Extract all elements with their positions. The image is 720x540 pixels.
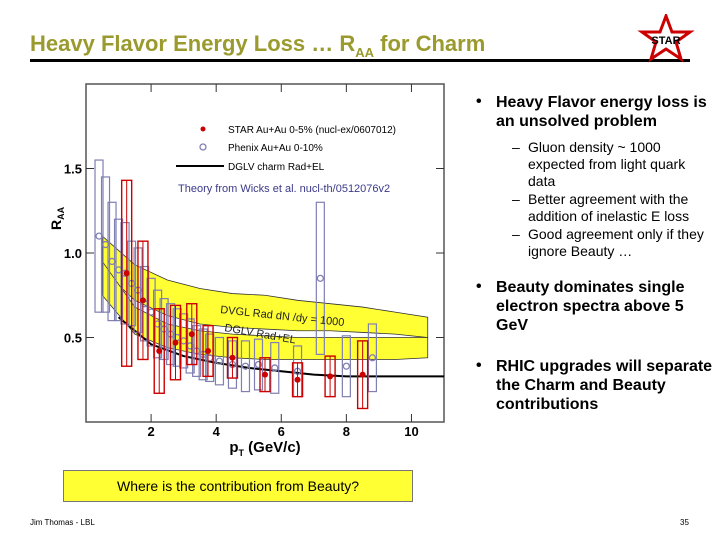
star-point [327,373,334,380]
x-tick-label: 2 [147,424,154,439]
bullet-dot: • [476,278,482,295]
theory-annotation: Theory from Wicks et al. nucl-th/0512076… [178,183,390,195]
phenix-error-box [341,335,351,398]
footer-author: Jim Thomas - LBL [30,518,95,527]
bullet-item: • Beauty dominates single electron spectr… [474,278,714,335]
page-number: 35 [680,518,689,527]
star-point [262,371,268,378]
phenix-error-box [179,313,189,369]
phenix-error-box [146,277,156,347]
phenix-point [271,364,279,372]
sub-bullet-dash: – [512,139,520,155]
star-point [172,339,179,346]
phenix-point [342,362,351,370]
phenix-error-box [100,176,111,313]
x-tick-label: 6 [278,424,285,439]
y-axis-label: RAA [48,206,66,230]
legend-phenix-label: Phenix Au+Au 0-10% [228,143,323,154]
legend-phenix-marker [199,143,207,151]
phenix-point [368,354,377,362]
sub-bullet-text: Gluon density ~ 1000 expected from light… [528,139,686,189]
y-tick-label: 1.0 [64,246,82,261]
phenix-point [316,274,324,283]
phenix-point [215,357,224,365]
star-point [156,348,163,355]
sub-bullet-item: – Gluon density ~ 1000 expected from ligh… [474,139,714,190]
bullet-item: • Heavy Flavor energy loss is an unsolved… [474,93,714,131]
phenix-error-box [240,340,251,393]
phenix-error-box [113,218,124,322]
sub-bullet-item: – Better agreement with the addition of i… [474,191,714,225]
bullet-text: Beauty dominates single electron spectra… [496,279,685,334]
star-point [123,270,130,277]
bullet-text: RHIC upgrades will separate the Charm an… [496,358,713,413]
raa-chart: 2 4 6 8 10 0.5 1.0 1.5 Theory from Wicks et al.… [48,83,445,458]
x-tick-label: 4 [213,424,221,439]
y-tick-label: 1.5 [64,162,82,177]
legend-star-label: STAR Au+Au 0-5% (nucl-ex/0607012) [228,125,396,136]
star-logo-text: STAR [651,35,680,47]
star-point [205,348,212,355]
band-dglv-radel [101,260,429,360]
sub-bullet-text: Better agreement with the addition of in… [528,191,690,224]
star-point [229,354,236,361]
star-point [139,297,146,304]
sub-bullet-dash: – [512,191,520,207]
sub-bullet-text: Good agreement only if they ignore Beaut… [528,226,704,259]
phenix-error-box [270,341,280,394]
y-tick-label: 0.5 [64,331,82,346]
bullet-item: • RHIC upgrades will separate the Charm a… [474,357,714,414]
slide-title: Heavy Flavor Energy Loss … RAA for Charm [30,31,486,60]
phenix-error-box [214,336,225,386]
bullet-dot: • [476,357,482,374]
title-underline [30,59,690,62]
sub-bullet-item: – Good agreement only if they ignore Beau… [474,226,714,260]
phenix-point [241,362,250,370]
star-point [294,376,301,383]
beauty-question-box: Where is the contribution from Beauty? [63,470,413,502]
x-tick-label: 10 [404,424,418,439]
bullet-dot: • [476,93,482,110]
phenix-error-box [253,338,264,391]
phenix-error-box [367,323,377,393]
star-point [188,331,195,338]
beauty-question-text: Where is the contribution from Beauty? [116,478,359,494]
phenix-error-box [94,159,104,313]
phenix-error-box [315,201,325,356]
star-point [359,371,366,378]
star-logo: STAR [637,14,695,63]
x-tick-label: 8 [343,424,350,439]
sub-bullet-dash: – [512,226,520,242]
phenix-error-box [107,201,117,322]
x-axis-label: pT (GeV/c) [229,439,300,458]
star-logo-shape [637,14,695,63]
legend-star-marker [200,126,206,132]
bullet-list: • Heavy Flavor energy loss is an unsolved… [474,93,714,414]
phenix-point [254,360,263,369]
bullet-text: Heavy Flavor energy loss is an unsolved … [496,94,707,130]
legend-dglv-label: DGLV charm Rad+EL [228,162,325,173]
